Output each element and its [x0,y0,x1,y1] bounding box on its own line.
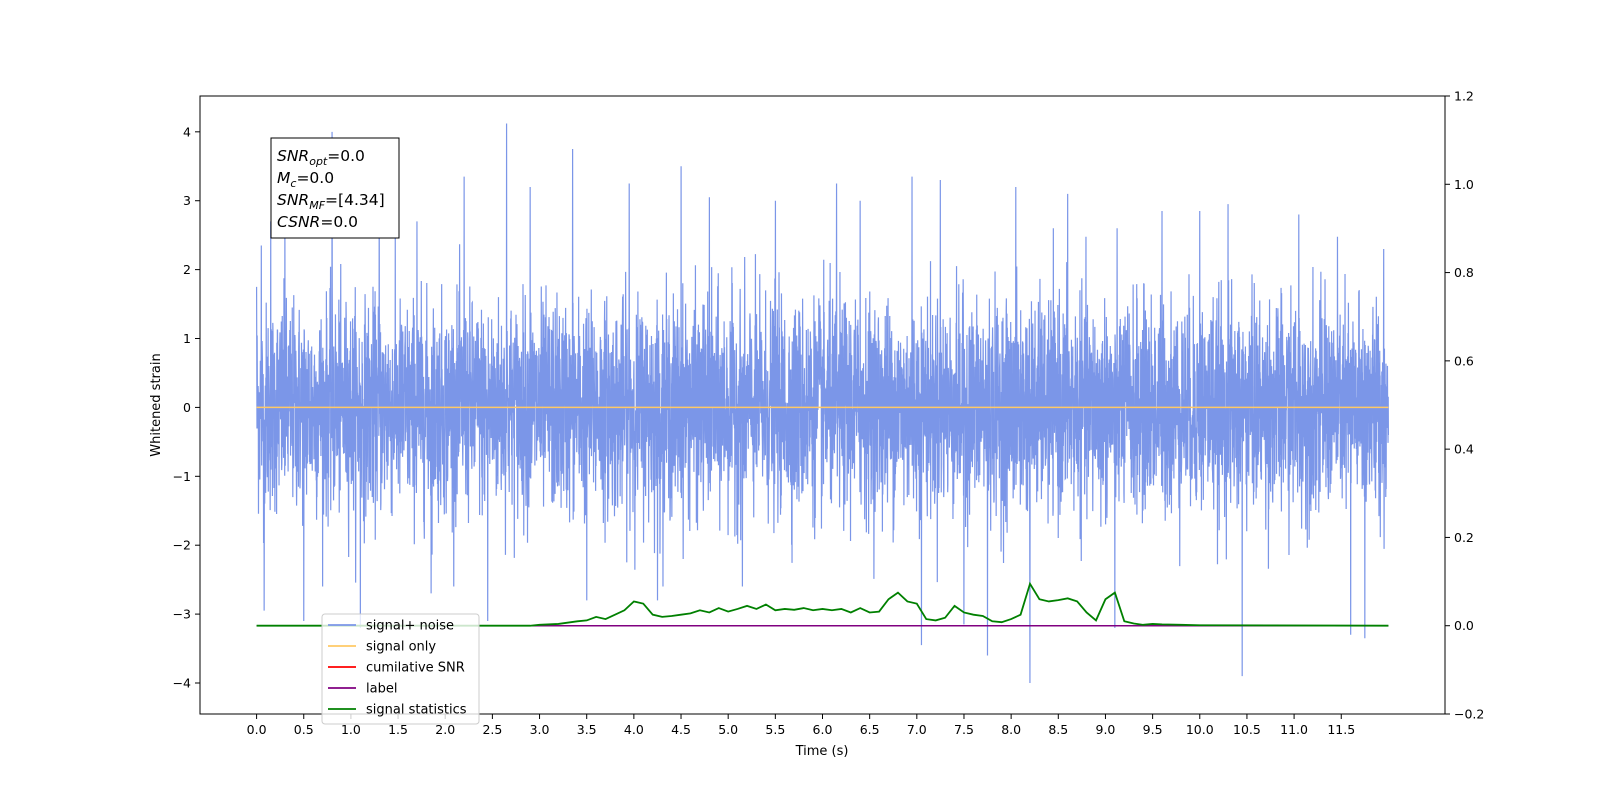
y2-tick-label: 1.0 [1454,177,1474,192]
x-tick-label: 5.0 [718,722,738,737]
annotation-symbol: CSNR [277,213,320,231]
x-axis-label: Time (s) [795,744,849,759]
annotation-line: SNRopt=0.0 [277,147,365,168]
x-tick-label: 8.0 [1001,722,1021,737]
y2-tick-label: 0.2 [1454,530,1474,545]
y2-tick-label: −0.2 [1454,707,1484,722]
annotation-subscript: c [290,177,296,190]
y2-tick-label: 0.8 [1454,265,1474,280]
annotation-frame [270,137,400,239]
x-tick-label: 6.5 [860,722,880,737]
x-tick-label: 7.5 [954,722,974,737]
annotation-value: =0.0 [327,147,365,165]
legend-label: signal statistics [366,703,467,718]
legend-frame [321,613,480,725]
x-tick-label: 10.0 [1186,722,1214,737]
series-signal-statistics [256,581,1389,627]
annotation-value: =0.0 [296,169,334,187]
annotation-subscript: opt [309,155,328,168]
y-tick-label: 0 [183,400,191,415]
x-tick-label: 9.0 [1096,722,1116,737]
x-tick-label: 4.5 [671,722,691,737]
annotation-line: SNRMF=[4.34] [277,191,385,212]
x-tick-label: 0.0 [247,722,267,737]
x-tick-label: 11.5 [1327,722,1355,737]
annotation-symbol: SNR [277,191,309,209]
x-tick-label: 9.5 [1143,722,1163,737]
legend-label: label [366,682,397,697]
x-tick-label: 4.0 [624,722,644,737]
annotation-value: =0.0 [320,213,358,231]
x-tick-label: 1.5 [388,722,408,737]
x-tick-label: 5.5 [765,722,785,737]
y-axis-ticks: 4 3 2 1 0 −1 −2 −3 −4 [173,124,200,690]
legend: signal+ noise signal only cumilative SNR la… [321,613,480,725]
annotation-subscript: MF [309,199,325,212]
legend-label: signal only [366,640,436,655]
x-tick-label: 7.0 [907,722,927,737]
y-tick-label: −1 [173,469,191,484]
legend-label: cumilative SNR [366,661,465,676]
x-tick-label: 8.5 [1048,722,1068,737]
x-tick-label: 2.0 [435,722,455,737]
y2-tick-label: 0.0 [1454,618,1474,633]
y2-tick-label: 0.4 [1454,442,1474,457]
x-tick-label: 6.0 [813,722,833,737]
x-tick-label: 3.5 [577,722,597,737]
x-tick-label: 2.5 [482,722,502,737]
annotation-value: =[4.34] [325,191,385,209]
y-tick-label: 4 [183,124,191,139]
annotation-line: Mc=0.0 [277,169,334,190]
y2-axis-ticks: 1.2 1.0 0.8 0.6 0.4 0.2 0.0 −0.2 [1445,89,1484,722]
annotation-symbol: SNR [277,147,309,165]
legend-entries: signal+ noise signal only cumilative SNR la… [328,619,467,718]
x-tick-label: 11.0 [1280,722,1308,737]
legend-label: signal+ noise [366,619,454,634]
y-tick-label: −4 [173,675,191,690]
x-tick-label: 10.5 [1233,722,1261,737]
series-signal-noise [255,123,1390,684]
annotation-symbol: M [277,169,290,187]
y-axis-label: Whitened strain [149,353,164,456]
x-tick-label: 1.0 [341,722,361,737]
y-tick-label: 1 [183,331,191,346]
y2-tick-label: 1.2 [1454,89,1474,104]
y-tick-label: −2 [173,538,191,553]
x-axis-ticks: 0.0 0.5 1.0 1.5 2.0 2.5 3.0 3.5 4.0 4.5 5.0 5.5 6.0 6… [247,714,1355,737]
x-tick-label: 3.0 [530,722,550,737]
y2-tick-label: 0.6 [1454,353,1474,368]
annotation-line: CSNR=0.0 [277,213,358,231]
y-tick-label: −3 [173,607,191,622]
y-tick-label: 3 [183,193,191,208]
x-tick-label: 0.5 [294,722,314,737]
y-tick-label: 2 [183,262,191,277]
